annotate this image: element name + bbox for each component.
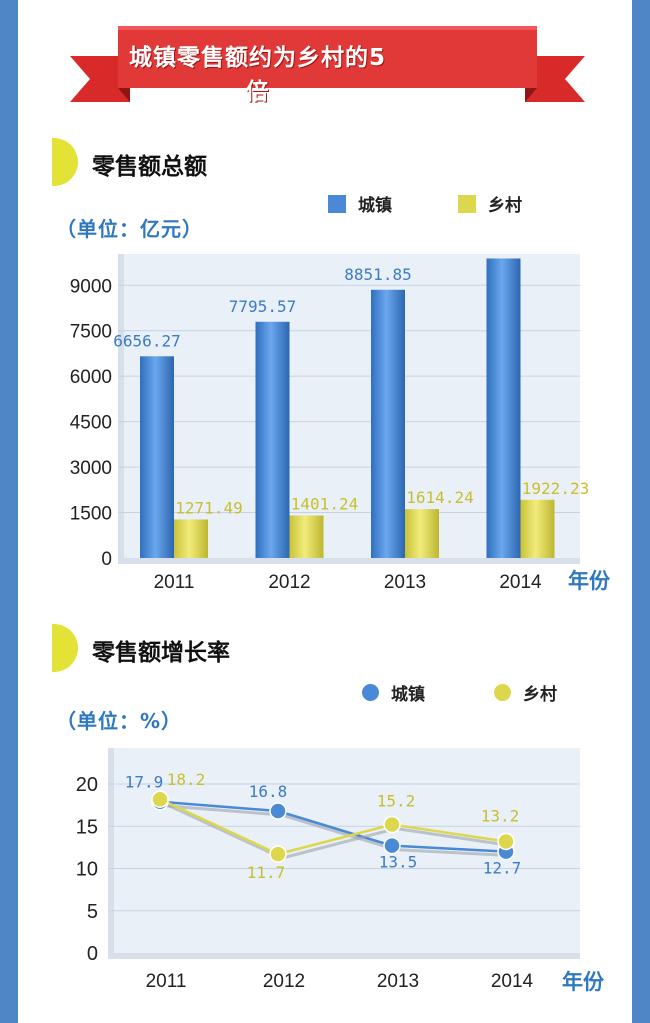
section2-unit: （单位：%）: [56, 709, 183, 733]
point-label-urban-2014: 12.7: [483, 859, 522, 878]
point-rural-2011: [151, 790, 169, 808]
bar-chart: 0 1500 3000 4500 6000 7500 9000 6656.27 1271.49 2…: [70, 250, 590, 590]
legend-rural-label-2: 乡村: [523, 685, 557, 705]
point-rural-2013: [383, 815, 401, 834]
legend-rural-2: 乡村: [494, 680, 557, 705]
legend-rural-swatch: [458, 194, 476, 213]
legend-urban-2: 城镇: [362, 680, 425, 705]
line-chart: 0 5 10 15 20 17.9 16.8 13.5 12.7 18.2 11.7 15.2 13.2…: [76, 748, 580, 992]
bar-rural-2011: [174, 519, 208, 558]
bar-rural-2013: [405, 509, 439, 558]
y-tick-label: 7500: [70, 322, 112, 343]
legend-rural: 乡村: [458, 191, 522, 216]
point-label-rural-2011: 18.2: [167, 770, 206, 789]
plot-floor: [108, 953, 580, 959]
bar-urban-label-2014: 9884.04: [460, 250, 527, 252]
line-shadow-0: [163, 804, 511, 858]
point-label-urban-2013: 13.5: [379, 853, 418, 872]
point-urban-2013: [383, 836, 401, 855]
y-tick-label: 0: [101, 549, 112, 570]
section-marker-icon: [52, 624, 78, 672]
point-label-urban-2011: 17.9: [125, 773, 164, 792]
point-rural-2012: [269, 845, 287, 863]
y-tick-label: 1500: [70, 504, 112, 525]
legend-urban-dot: [362, 684, 379, 701]
y-tick-label: 0: [87, 943, 98, 965]
bar-rural-2014: [520, 499, 555, 558]
x-tick-label: 2011: [146, 971, 187, 992]
section1-unit: （单位：亿元）: [56, 217, 203, 241]
x-tick-label: 2011: [154, 572, 195, 590]
x-tick-label: 2013: [384, 572, 426, 590]
y-tick-label: 10: [76, 859, 98, 881]
y-tick-label: 9000: [70, 276, 112, 297]
x-tick-label: 2012: [268, 572, 310, 590]
line-shadow-1: [163, 801, 511, 860]
right-border: [632, 0, 650, 1023]
point-rural-2014: [497, 832, 515, 851]
y-tick-label: 3000: [70, 458, 112, 479]
y-tick-label: 20: [76, 774, 98, 796]
point-label-rural-2013: 15.2: [377, 792, 416, 811]
x-tick-label: 2012: [263, 971, 305, 992]
bar-rural-label-2011: 1271.49: [175, 498, 242, 517]
bar-x-unit: 年份: [568, 569, 610, 593]
point-label-urban-2012: 16.8: [249, 782, 288, 801]
x-tick-label: 2013: [377, 971, 419, 992]
bar-urban-label-2012: 7795.57: [229, 297, 296, 316]
point-label-rural-2012: 11.7: [247, 863, 286, 882]
bar-rural-label-2012: 1401.24: [291, 495, 358, 514]
line-x-unit: 年份: [562, 970, 604, 994]
plot-side-wall: [118, 254, 124, 558]
bar-urban-label-2011: 6656.27: [113, 331, 180, 350]
bar-urban-2013: [371, 289, 405, 558]
bar-rural-label-2014: 1922.23: [522, 479, 589, 498]
bar-urban-2012: [255, 321, 290, 558]
banner-ribbon: [70, 26, 585, 102]
legend-rural-label: 乡村: [488, 196, 522, 216]
bar-urban-2014: [486, 258, 521, 558]
legend-urban: 城镇: [328, 191, 392, 216]
x-tick-label: 2014: [499, 572, 542, 590]
left-border: [0, 0, 18, 1023]
legend-urban-label-2: 城镇: [391, 685, 425, 705]
y-tick-label: 5: [87, 901, 98, 923]
y-tick-label: 15: [76, 816, 98, 838]
y-tick-label: 4500: [70, 413, 112, 434]
line-series-urban: [159, 800, 507, 853]
plot-floor: [118, 558, 580, 564]
y-tick-label: 6000: [70, 367, 112, 388]
point-urban-2012: [269, 802, 287, 820]
point-label-rural-2014: 13.2: [481, 806, 520, 825]
line-series-rural: [159, 798, 507, 856]
legend-urban-swatch: [328, 194, 346, 213]
plot-side-wall: [108, 748, 114, 953]
section-marker-icon: [52, 138, 78, 186]
legend-urban-label: 城镇: [358, 196, 392, 216]
section1-title: 零售额总额: [92, 154, 207, 180]
legend-rural-dot: [494, 684, 511, 701]
bar-urban-2011: [140, 356, 174, 558]
bar-rural-2012: [289, 515, 324, 558]
section2-title: 零售额增长率: [92, 640, 230, 666]
bar-urban-label-2013: 8851.85: [344, 265, 411, 284]
x-tick-label: 2014: [491, 971, 534, 992]
banner-title: 城镇零售额约为乡村的5倍: [128, 45, 386, 105]
bar-rural-label-2013: 1614.24: [406, 488, 473, 507]
